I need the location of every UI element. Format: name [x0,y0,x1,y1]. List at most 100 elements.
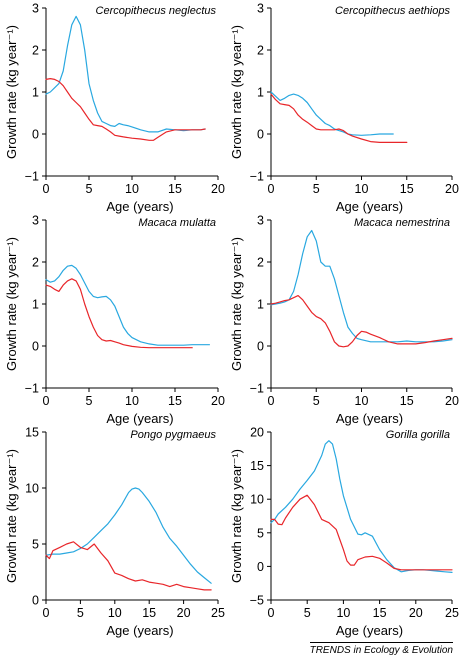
y-tick-label: 5 [32,538,39,552]
y-tick-label: 3 [257,2,264,16]
y-tick-label: 5 [257,526,264,540]
series-line-1 [270,91,394,136]
panel-gorilla-gorilla: 0 5 10 15 20 25 −5 0 5 10 15 20 Age (years) Growth ra… [229,426,459,639]
series-line-2 [45,541,212,591]
panel-title: Macaca mulatta [138,217,216,229]
y-tick-label: 2 [32,44,39,58]
x-tick-label: 15 [373,606,387,620]
y-axis-label: Growth rate (kg year⁻¹) [4,25,19,159]
y-tick-label: 3 [32,2,39,16]
series-line-2 [270,93,408,143]
y-tick-label: −1 [25,170,39,184]
x-tick-label: 5 [86,182,93,196]
panel-title: Pongo pygmaeus [130,429,216,441]
x-tick-label: 25 [211,606,225,620]
x-tick-label: 20 [445,394,459,408]
series-line-2 [45,278,193,349]
x-axis-label: Age (years) [336,623,403,638]
y-tick-label: 1 [257,86,264,100]
y-tick-label: −1 [250,170,264,184]
y-tick-label: 15 [25,426,39,440]
panel-title: Gorilla gorilla [386,429,450,441]
y-tick-label: 15 [250,459,264,473]
y-tick-label: 1 [32,298,39,312]
x-tick-label: 20 [409,606,423,620]
x-tick-label: 0 [268,394,275,408]
journal-credit: TRENDS in Ecology & Evolution [309,642,453,656]
panel-cercopithecus-neglectus: 0 5 10 15 20 −1 0 1 2 3 Age (years) Growth rate (kg… [4,2,225,215]
x-tick-label: 0 [43,182,50,196]
panel-title: Cercopithecus aethiops [335,5,450,17]
panel-cercopithecus-aethiops: 0 5 10 15 20 −1 0 1 2 3 Age (years) Growth rate (kg… [229,2,459,215]
x-tick-label: 0 [43,394,50,408]
series-line-1 [45,264,210,346]
series-line-1 [270,229,453,343]
x-tick-label: 10 [336,606,350,620]
x-tick-label: 10 [108,606,122,620]
panel-macaca-nemestrina: 0 5 10 15 20 −1 0 1 2 3 Age (years) Growth rate (kg… [229,214,459,427]
y-tick-label: 0 [257,340,264,354]
y-axis-label: Growth rate (kg year⁻¹) [229,449,244,583]
panel-title: Cercopithecus neglectus [96,5,217,17]
x-tick-label: 5 [313,182,320,196]
x-tick-label: 15 [168,394,182,408]
x-axis-label: Age (years) [106,623,173,638]
y-tick-label: 0 [257,128,264,142]
y-tick-label: 3 [32,214,39,228]
y-tick-label: 0 [32,128,39,142]
y-tick-label: 1 [257,298,264,312]
y-tick-label: 2 [32,256,39,270]
x-tick-label: 15 [142,606,156,620]
x-tick-label: 25 [445,606,459,620]
x-tick-label: 5 [77,606,84,620]
x-tick-label: 15 [400,182,414,196]
y-tick-label: −5 [250,594,264,608]
x-tick-label: 5 [313,394,320,408]
series-line-1 [270,440,453,573]
series-line-2 [270,295,453,348]
series-line-1 [45,487,212,584]
y-tick-label: 0 [32,594,39,608]
y-tick-label: −1 [250,382,264,396]
x-axis-label: Age (years) [336,411,403,426]
y-axis-label: Growth rate (kg year⁻¹) [229,25,244,159]
x-tick-label: 5 [86,394,93,408]
x-axis-label: Age (years) [106,411,173,426]
y-tick-label: −1 [25,382,39,396]
x-tick-label: 0 [268,606,275,620]
panel-title: Macaca nemestrina [354,217,450,229]
y-tick-label: 2 [257,256,264,270]
x-tick-label: 20 [211,394,225,408]
series-line-2 [45,78,206,141]
series-line-1 [45,15,206,133]
y-tick-label: 20 [250,426,264,440]
series-line-2 [270,494,453,571]
x-tick-label: 20 [445,182,459,196]
x-tick-label: 0 [268,182,275,196]
y-tick-label: 10 [250,493,264,507]
x-tick-label: 15 [400,394,414,408]
y-axis-label: Growth rate (kg year⁻¹) [4,237,19,371]
x-tick-label: 0 [43,606,50,620]
x-tick-label: 10 [125,394,139,408]
panel-macaca-mulatta: 0 5 10 15 20 −1 0 1 2 3 Age (years) Growth rate (kg… [4,214,225,427]
x-axis-label: Age (years) [106,199,173,214]
x-tick-label: 15 [168,182,182,196]
x-tick-label: 20 [177,606,191,620]
x-tick-label: 10 [355,394,369,408]
x-tick-label: 5 [304,606,311,620]
y-tick-label: 10 [25,482,39,496]
y-tick-label: 0 [257,560,264,574]
x-tick-label: 10 [125,182,139,196]
y-tick-label: 3 [257,214,264,228]
y-axis-label: Growth rate (kg year⁻¹) [229,237,244,371]
y-tick-label: 0 [32,340,39,354]
x-tick-label: 10 [355,182,369,196]
y-tick-label: 2 [257,44,264,58]
x-axis-label: Age (years) [336,199,403,214]
y-tick-label: 1 [32,86,39,100]
panel-pongo-pygmaeus: 0 5 10 15 20 25 0 5 10 15 Age (years) Growth rate (… [4,426,225,639]
y-axis-label: Growth rate (kg year⁻¹) [4,449,19,583]
x-tick-label: 20 [211,182,225,196]
